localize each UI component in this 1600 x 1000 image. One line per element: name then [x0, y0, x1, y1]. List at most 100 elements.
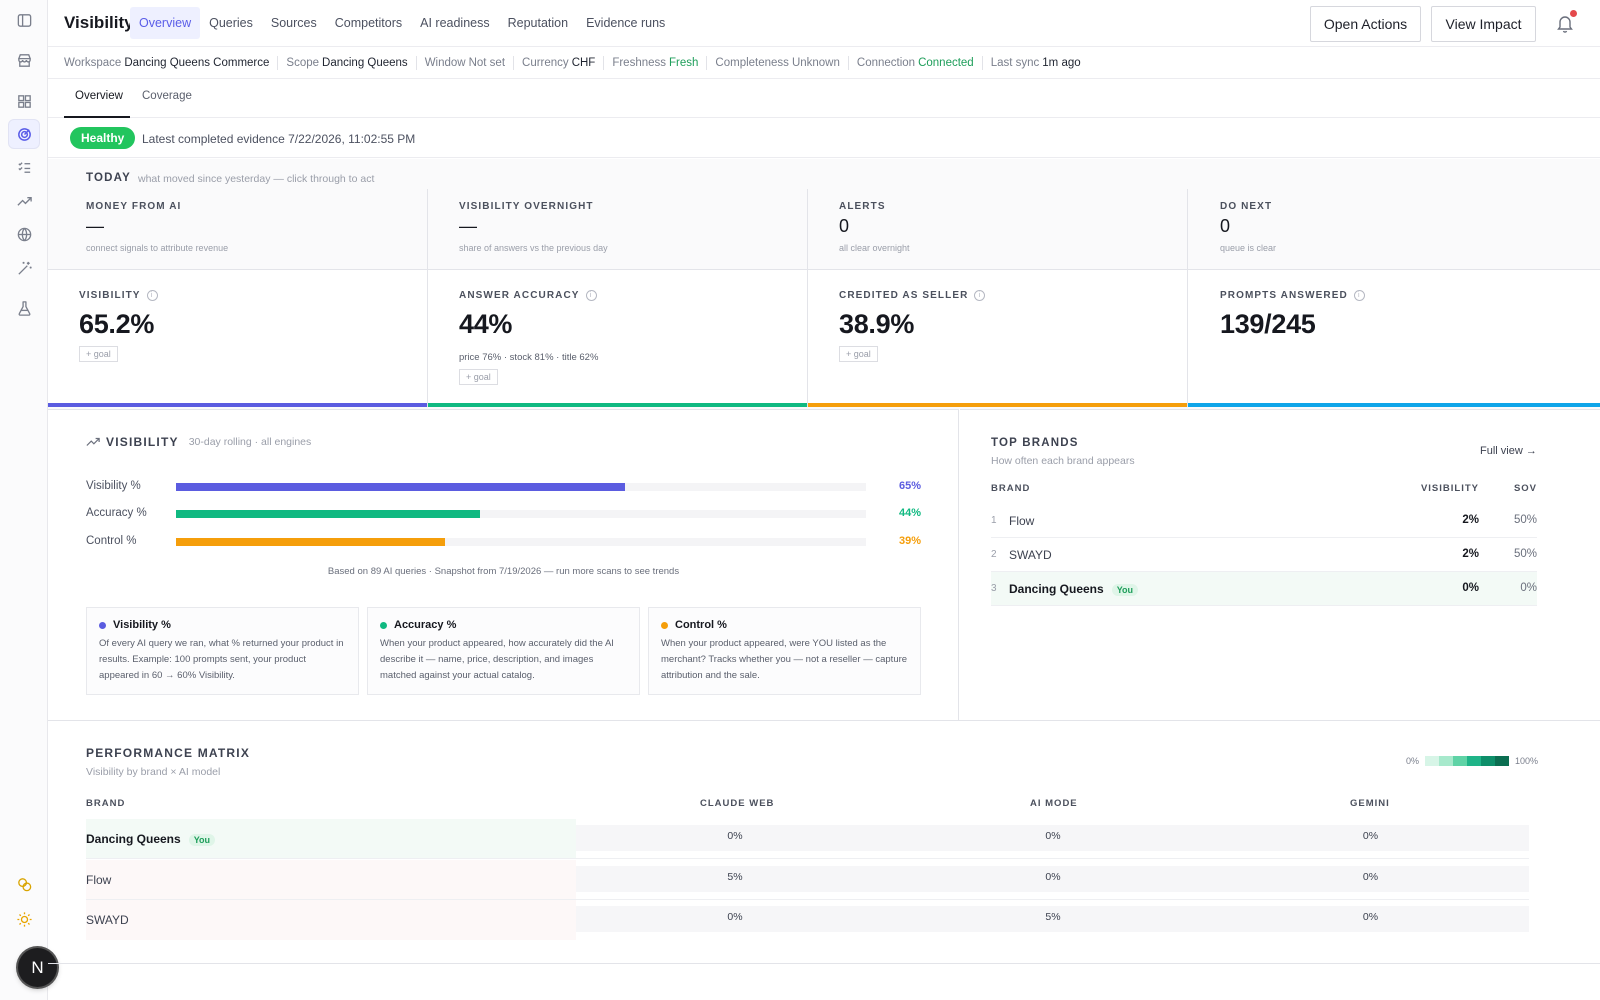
magic-wand-icon[interactable] [8, 253, 40, 283]
col-brand[interactable]: BRAND [991, 483, 1031, 494]
globe-icon[interactable] [8, 219, 40, 249]
table-row[interactable]: 3 Dancing Queens You 0% 0% [991, 572, 1537, 606]
checklist-icon[interactable] [8, 152, 40, 182]
kpi-prompts-answered-card[interactable]: PROMPTS ANSWERED i 139/245 [1188, 270, 1600, 407]
meta-freshness-label: Freshness [612, 57, 667, 69]
kpi-money-from-ai[interactable]: MONEY FROM AI — connect signals to attri… [48, 189, 428, 269]
tab-competitors[interactable]: Competitors [334, 16, 403, 30]
info-icon[interactable]: i [974, 290, 986, 301]
dashboard-icon[interactable] [8, 86, 40, 116]
matrix-cell[interactable]: 0% [576, 825, 894, 851]
subtab-overview[interactable]: Overview [75, 90, 123, 102]
meta-workspace-label: Workspace [64, 57, 122, 69]
bar-label: Visibility % [86, 480, 141, 492]
meta-last-sync-label: Last sync [990, 57, 1040, 69]
brand-sov: 50% [1513, 548, 1537, 560]
bell-icon[interactable] [1554, 12, 1576, 34]
meta-connection-value: Connected [918, 57, 974, 69]
kpi-value: 38.9% [839, 309, 915, 339]
bar-value: 44% [898, 507, 921, 519]
table-row[interactable]: 2 SWAYD 2% 50% [991, 538, 1537, 572]
meta-completeness: Completeness Unknown [715, 56, 849, 70]
top-brands-title: TOP BRANDS [991, 437, 1079, 449]
kpi-visibility-card[interactable]: VISIBILITY i 65.2% + goal [48, 270, 428, 407]
subtab-underline [64, 116, 130, 118]
bar-value: 39% [898, 535, 921, 547]
radar-icon[interactable] [8, 119, 40, 149]
legend-body: When your product appeared, were YOU lis… [661, 638, 908, 681]
add-goal-button[interactable]: + goal [459, 369, 498, 385]
add-goal-button[interactable]: + goal [79, 346, 118, 362]
info-icon[interactable]: i [585, 290, 597, 301]
table-row[interactable]: SWAYD 0% 5% 0% [86, 900, 1529, 940]
tab-evidence-runs[interactable]: Evidence runs [586, 16, 666, 30]
meta-workspace-value[interactable]: Dancing Queens Commerce [124, 57, 270, 69]
brand-sov: 0% [1520, 582, 1537, 594]
performance-title: PERFORMANCE MATRIX [86, 746, 251, 760]
matrix-cell[interactable]: 0% [1212, 825, 1529, 851]
matrix-cell[interactable]: 0% [1212, 866, 1529, 892]
col-gemini[interactable]: GEMINI [1350, 798, 1390, 809]
tab-sources[interactable]: Sources [270, 16, 317, 30]
subtab-coverage[interactable]: Coverage [142, 90, 192, 102]
tab-queries[interactable]: Queries [209, 16, 253, 30]
col-brand[interactable]: BRAND [86, 798, 126, 809]
table-row[interactable]: 1 Flow 2% 50% [991, 504, 1537, 538]
matrix-cell[interactable]: 0% [894, 866, 1212, 892]
table-row[interactable]: Dancing Queens You 0% 0% 0% [86, 819, 1529, 859]
store-icon[interactable] [8, 45, 40, 75]
legend-body: Of every AI query we ran, what % returne… [99, 638, 344, 681]
kpi-do-next[interactable]: DO NEXT 0 queue is clear [1188, 189, 1600, 269]
matrix-cell[interactable]: 0% [576, 906, 894, 932]
tab-overview[interactable]: Overview [130, 7, 201, 39]
kpi-accent-bar [48, 403, 427, 407]
sun-icon[interactable] [8, 904, 40, 934]
kpi-alerts[interactable]: ALERTS 0 all clear overnight [808, 189, 1188, 269]
meta-window-label: Window [424, 57, 466, 69]
flask-icon[interactable] [8, 293, 40, 323]
top-brands-panel: TOP BRANDS How often each brand appears … [960, 409, 1600, 720]
meta-window-value[interactable]: Not set [468, 57, 506, 69]
matrix-cell[interactable]: 5% [576, 866, 894, 892]
meta-scope-value[interactable]: Dancing Queens [322, 57, 408, 69]
kpi-answer-accuracy-card[interactable]: ANSWER ACCURACY i 44% price 76% · stock 8… [428, 270, 808, 407]
latest-evidence-text: Latest completed evidence 7/22/2026, 11:… [142, 132, 416, 146]
sidebar-toggle-icon[interactable] [8, 5, 40, 35]
performance-subtitle: Visibility by brand × AI model [86, 766, 221, 778]
bar-track [176, 510, 866, 518]
view-impact-button[interactable]: View Impact [1431, 6, 1536, 42]
legend-dot [99, 621, 106, 629]
info-icon[interactable]: i [146, 290, 158, 301]
nav-tabs: Overview Queries Sources Competitors AI … [130, 7, 674, 39]
table-row[interactable]: Flow 5% 0% 0% [86, 860, 1529, 900]
avatar[interactable]: N [18, 948, 57, 987]
meta-completeness-label: Completeness [715, 57, 789, 69]
tab-ai-readiness[interactable]: AI readiness [420, 16, 490, 30]
meta-connection-label: Connection [856, 57, 916, 69]
trend-icon[interactable] [8, 186, 40, 216]
info-icon[interactable]: i [1353, 290, 1365, 301]
main-content: Visibility Overview Queries Sources Comp… [48, 0, 1600, 1000]
open-actions-button[interactable]: Open Actions [1310, 6, 1421, 42]
col-sov[interactable]: SOV [1513, 483, 1537, 494]
kpi-visibility-overnight[interactable]: VISIBILITY OVERNIGHT — share of answers … [428, 189, 808, 269]
matrix-brand-text: Dancing Queens [86, 832, 181, 846]
col-ai-mode[interactable]: AI MODE [1030, 798, 1078, 809]
health-row: Healthy Latest completed evidence 7/22/2… [48, 119, 1600, 158]
col-claude-web[interactable]: CLAUDE WEB [700, 798, 775, 809]
kpi-credited-as-seller-card[interactable]: CREDITED AS SELLER i 38.9% + goal [808, 270, 1188, 407]
matrix-cell[interactable]: 0% [1212, 906, 1529, 932]
matrix-cell[interactable]: 5% [894, 906, 1212, 932]
col-visibility[interactable]: VISIBILITY [1420, 483, 1479, 494]
notification-dot [1570, 10, 1577, 17]
coins-icon[interactable] [8, 869, 40, 899]
tab-reputation[interactable]: Reputation [507, 16, 569, 30]
matrix-cell[interactable]: 0% [894, 825, 1212, 851]
kpi-breakdown: price 76% · stock 81% · title 62% [459, 352, 599, 363]
full-view-link[interactable]: Full view → [1480, 445, 1537, 457]
meta-completeness-value: Unknown [791, 57, 840, 69]
scale-swatch [1439, 756, 1454, 766]
add-goal-button[interactable]: + goal [839, 346, 878, 362]
meta-currency-value[interactable]: CHF [571, 57, 596, 69]
kpi-accent-bar [808, 403, 1187, 407]
